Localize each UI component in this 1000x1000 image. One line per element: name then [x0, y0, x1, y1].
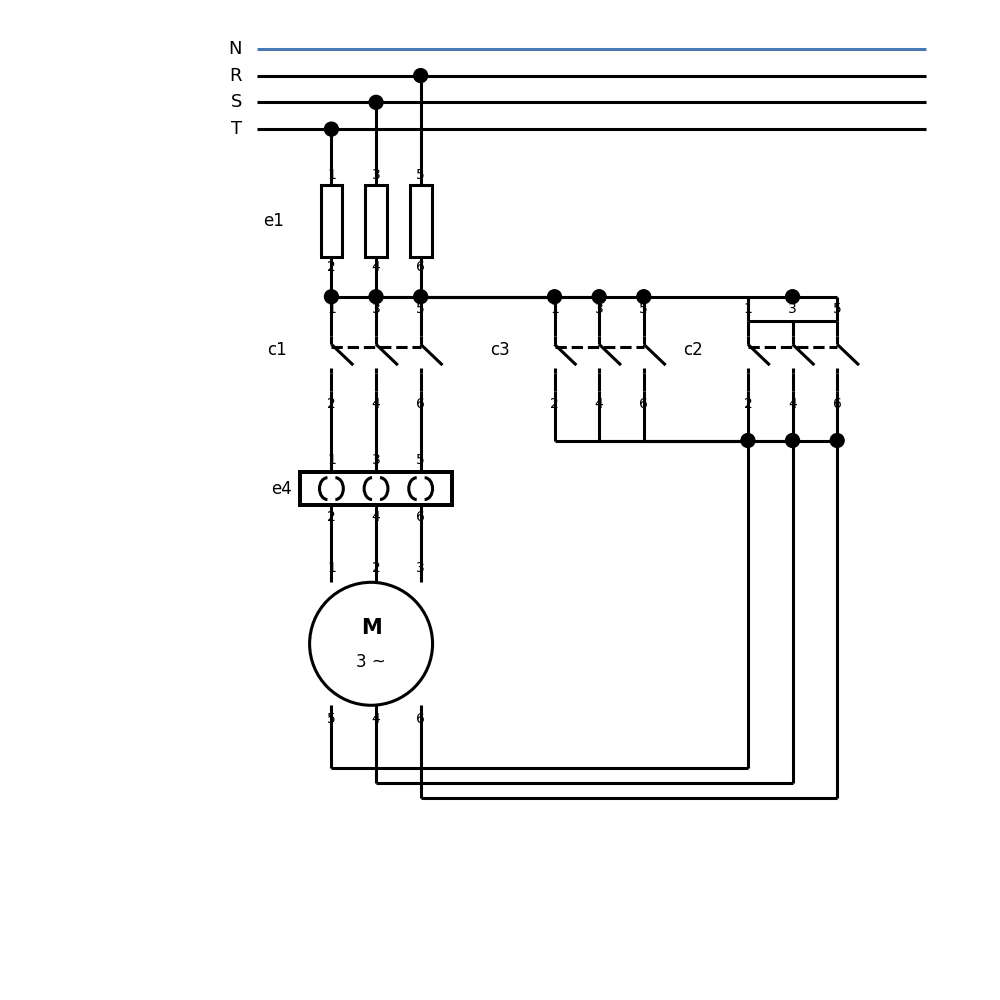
- Text: 1: 1: [327, 302, 336, 316]
- Text: e4: e4: [271, 480, 292, 498]
- Circle shape: [830, 434, 844, 447]
- Text: 6: 6: [416, 260, 425, 274]
- Text: M: M: [361, 618, 381, 638]
- Text: 2: 2: [327, 510, 336, 524]
- Text: 6: 6: [639, 397, 648, 411]
- Text: 5: 5: [639, 302, 648, 316]
- Circle shape: [324, 122, 338, 136]
- Bar: [300, 472, 452, 505]
- Text: 2: 2: [744, 397, 752, 411]
- Text: 4: 4: [372, 397, 380, 411]
- Text: 3: 3: [595, 302, 604, 316]
- Text: 3 ~: 3 ~: [356, 653, 386, 671]
- Circle shape: [414, 290, 428, 304]
- Circle shape: [786, 434, 799, 447]
- Text: 5: 5: [416, 302, 425, 316]
- Text: 3: 3: [372, 168, 380, 182]
- Text: 1: 1: [550, 302, 559, 316]
- Circle shape: [369, 95, 383, 109]
- Bar: [410, 185, 432, 257]
- Text: c1: c1: [267, 341, 287, 359]
- Text: 1: 1: [327, 168, 336, 182]
- Circle shape: [414, 69, 428, 83]
- Text: 5: 5: [327, 712, 336, 726]
- Text: 3: 3: [372, 453, 380, 467]
- Circle shape: [548, 290, 561, 304]
- Text: 2: 2: [372, 561, 380, 575]
- Text: T: T: [231, 120, 242, 138]
- Text: N: N: [229, 40, 242, 58]
- Text: 4: 4: [595, 397, 604, 411]
- Text: 6: 6: [416, 397, 425, 411]
- Bar: [321, 185, 342, 257]
- Circle shape: [324, 290, 338, 304]
- Text: 2: 2: [327, 260, 336, 274]
- Circle shape: [741, 434, 755, 447]
- Text: 2: 2: [550, 397, 559, 411]
- Text: 3: 3: [416, 561, 425, 575]
- Text: 5: 5: [833, 302, 842, 316]
- Text: 4: 4: [372, 260, 380, 274]
- Text: 6: 6: [416, 510, 425, 524]
- Text: 6: 6: [833, 397, 842, 411]
- Circle shape: [369, 290, 383, 304]
- Text: 5: 5: [416, 168, 425, 182]
- Text: 4: 4: [372, 712, 380, 726]
- Circle shape: [637, 290, 651, 304]
- Text: c2: c2: [684, 341, 703, 359]
- Text: 2: 2: [327, 397, 336, 411]
- Text: S: S: [231, 93, 242, 111]
- Text: 5: 5: [416, 453, 425, 467]
- Text: 4: 4: [372, 510, 380, 524]
- Text: 3: 3: [372, 302, 380, 316]
- Text: e1: e1: [263, 212, 284, 230]
- Text: 1: 1: [743, 302, 752, 316]
- Text: c3: c3: [490, 341, 510, 359]
- Text: 6: 6: [416, 712, 425, 726]
- Text: 3: 3: [788, 302, 797, 316]
- Circle shape: [592, 290, 606, 304]
- Text: R: R: [230, 67, 242, 85]
- Circle shape: [786, 290, 799, 304]
- Bar: [365, 185, 387, 257]
- Text: 4: 4: [788, 397, 797, 411]
- Text: 1: 1: [327, 561, 336, 575]
- Text: 1: 1: [327, 453, 336, 467]
